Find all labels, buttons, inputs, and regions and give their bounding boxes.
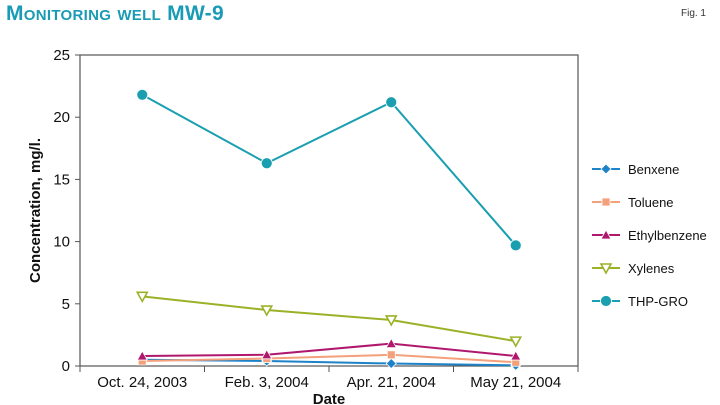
x-axis-label: Date bbox=[313, 391, 346, 405]
x-tick-label: Apr. 21, 2004 bbox=[347, 374, 436, 391]
legend-label: Ethylbenzene bbox=[628, 228, 707, 243]
x-tick-label: Oct. 24, 2003 bbox=[97, 374, 187, 391]
series-line bbox=[142, 353, 516, 364]
x-tick-label: May 21, 2004 bbox=[470, 374, 561, 391]
y-tick-label: 15 bbox=[53, 171, 70, 188]
y-tick-label: 10 bbox=[53, 234, 70, 251]
series-line bbox=[141, 93, 517, 246]
data-point bbox=[509, 239, 522, 252]
data-point bbox=[600, 229, 612, 240]
y-tick-label: 25 bbox=[53, 47, 70, 64]
data-point bbox=[385, 357, 397, 370]
data-point bbox=[600, 163, 612, 175]
data-point bbox=[599, 263, 613, 275]
legend-label: Xylenes bbox=[628, 261, 675, 276]
y-axis-label: Concentration, mg/l. bbox=[27, 138, 44, 283]
y-axis: 0 5 10 15 20 25 bbox=[53, 47, 80, 375]
data-point bbox=[135, 291, 149, 303]
y-tick-label: 20 bbox=[53, 109, 70, 126]
x-axis: Oct. 24, 2003 Feb. 3, 2004 Apr. 21, 2004 Ma… bbox=[79, 366, 579, 391]
data-point bbox=[136, 88, 149, 101]
data-point bbox=[385, 96, 398, 109]
series-xylenes bbox=[135, 291, 523, 348]
legend-label: Toluene bbox=[628, 195, 674, 210]
data-point bbox=[601, 197, 611, 207]
data-point bbox=[600, 295, 612, 307]
chart-title: Monitoring well MW-9 bbox=[6, 2, 224, 25]
data-point bbox=[386, 350, 396, 360]
data-point bbox=[384, 315, 398, 327]
data-point bbox=[261, 348, 273, 360]
series-ethylbenzene bbox=[136, 337, 522, 361]
data-point bbox=[136, 350, 148, 361]
legend-item: Xylenes bbox=[592, 261, 675, 276]
y-tick-label: 5 bbox=[62, 296, 70, 313]
legend-item: Ethylbenzene bbox=[592, 228, 707, 243]
data-point bbox=[385, 337, 397, 349]
series-line bbox=[142, 295, 516, 343]
series-thp-gro bbox=[136, 88, 522, 252]
legend-item: THP-GRO bbox=[592, 294, 688, 309]
legend: Benxene Toluene Ethylbenzene Xylenes THP-GRO bbox=[592, 162, 707, 309]
legend-label: THP-GRO bbox=[628, 294, 688, 309]
legend-item: Benxene bbox=[592, 162, 679, 177]
series-line bbox=[142, 342, 516, 358]
figure-number: Fig. 1 bbox=[680, 8, 706, 19]
data-point bbox=[260, 157, 273, 170]
legend-item: Toluene bbox=[592, 195, 674, 210]
data-point bbox=[510, 350, 522, 361]
x-tick-label: Feb. 3, 2004 bbox=[225, 374, 309, 391]
data-point bbox=[260, 305, 274, 317]
series-layer bbox=[135, 88, 523, 371]
y-tick-label: 0 bbox=[62, 358, 70, 375]
data-point bbox=[509, 336, 523, 348]
legend-label: Benxene bbox=[628, 162, 679, 177]
